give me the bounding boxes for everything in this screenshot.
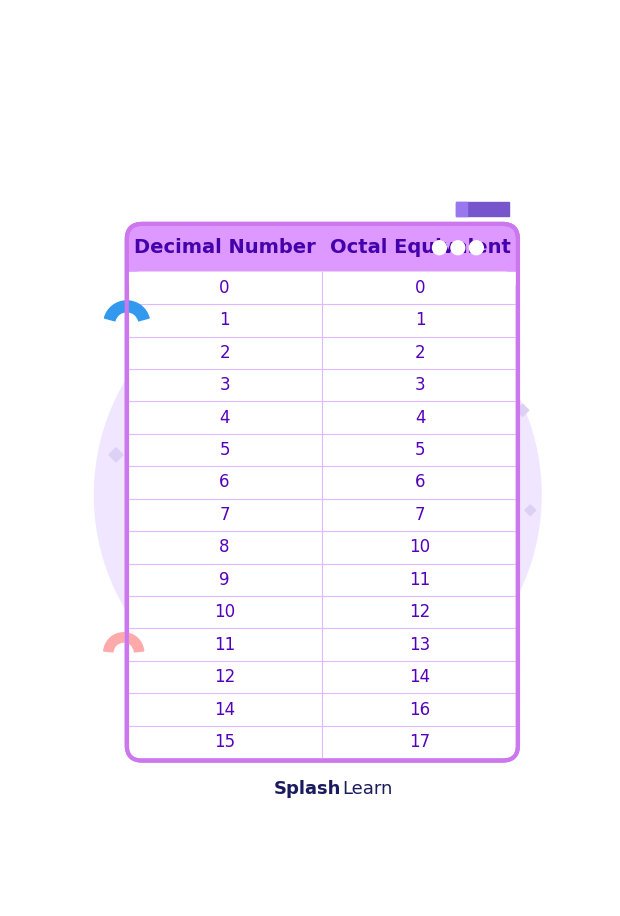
Text: 14: 14 <box>410 668 431 686</box>
Text: 6: 6 <box>415 474 425 492</box>
Text: Decimal Number: Decimal Number <box>134 238 316 257</box>
Text: 4: 4 <box>415 409 425 427</box>
Text: 2: 2 <box>415 344 425 362</box>
Text: 0: 0 <box>415 278 425 297</box>
FancyBboxPatch shape <box>129 272 516 758</box>
Circle shape <box>433 241 446 255</box>
FancyBboxPatch shape <box>126 224 518 760</box>
Polygon shape <box>109 448 123 462</box>
Polygon shape <box>525 505 536 516</box>
Text: 0: 0 <box>219 278 230 297</box>
Text: Octal Equivalent: Octal Equivalent <box>330 238 511 257</box>
Circle shape <box>469 241 484 255</box>
Text: 8: 8 <box>219 539 230 556</box>
Text: 11: 11 <box>214 636 235 654</box>
Text: 13: 13 <box>410 636 431 654</box>
Text: Learn: Learn <box>342 780 392 798</box>
Text: 3: 3 <box>415 376 425 394</box>
Text: 12: 12 <box>214 668 235 686</box>
Text: 14: 14 <box>214 701 235 718</box>
Text: 12: 12 <box>410 604 431 621</box>
Bar <box>456 202 467 216</box>
Text: 5: 5 <box>219 442 230 459</box>
Circle shape <box>94 272 541 718</box>
Text: 10: 10 <box>214 604 235 621</box>
Text: 3: 3 <box>219 376 230 394</box>
Bar <box>129 272 516 284</box>
Text: 4: 4 <box>219 409 230 427</box>
Wedge shape <box>105 300 149 321</box>
Text: 9: 9 <box>219 571 230 589</box>
Text: 7: 7 <box>219 506 230 524</box>
Bar <box>456 202 508 216</box>
Text: 16: 16 <box>410 701 431 718</box>
Wedge shape <box>104 633 144 652</box>
Text: 17: 17 <box>410 733 431 751</box>
Text: Splash: Splash <box>273 780 341 798</box>
Polygon shape <box>516 404 529 417</box>
Text: 15: 15 <box>214 733 235 751</box>
Circle shape <box>451 241 465 255</box>
Text: 11: 11 <box>410 571 431 589</box>
Text: 1: 1 <box>415 311 425 329</box>
Text: 6: 6 <box>219 474 230 492</box>
Text: 1: 1 <box>219 311 230 329</box>
Text: 10: 10 <box>410 539 431 556</box>
Text: 2: 2 <box>219 344 230 362</box>
Text: 7: 7 <box>415 506 425 524</box>
Text: 5: 5 <box>415 442 425 459</box>
